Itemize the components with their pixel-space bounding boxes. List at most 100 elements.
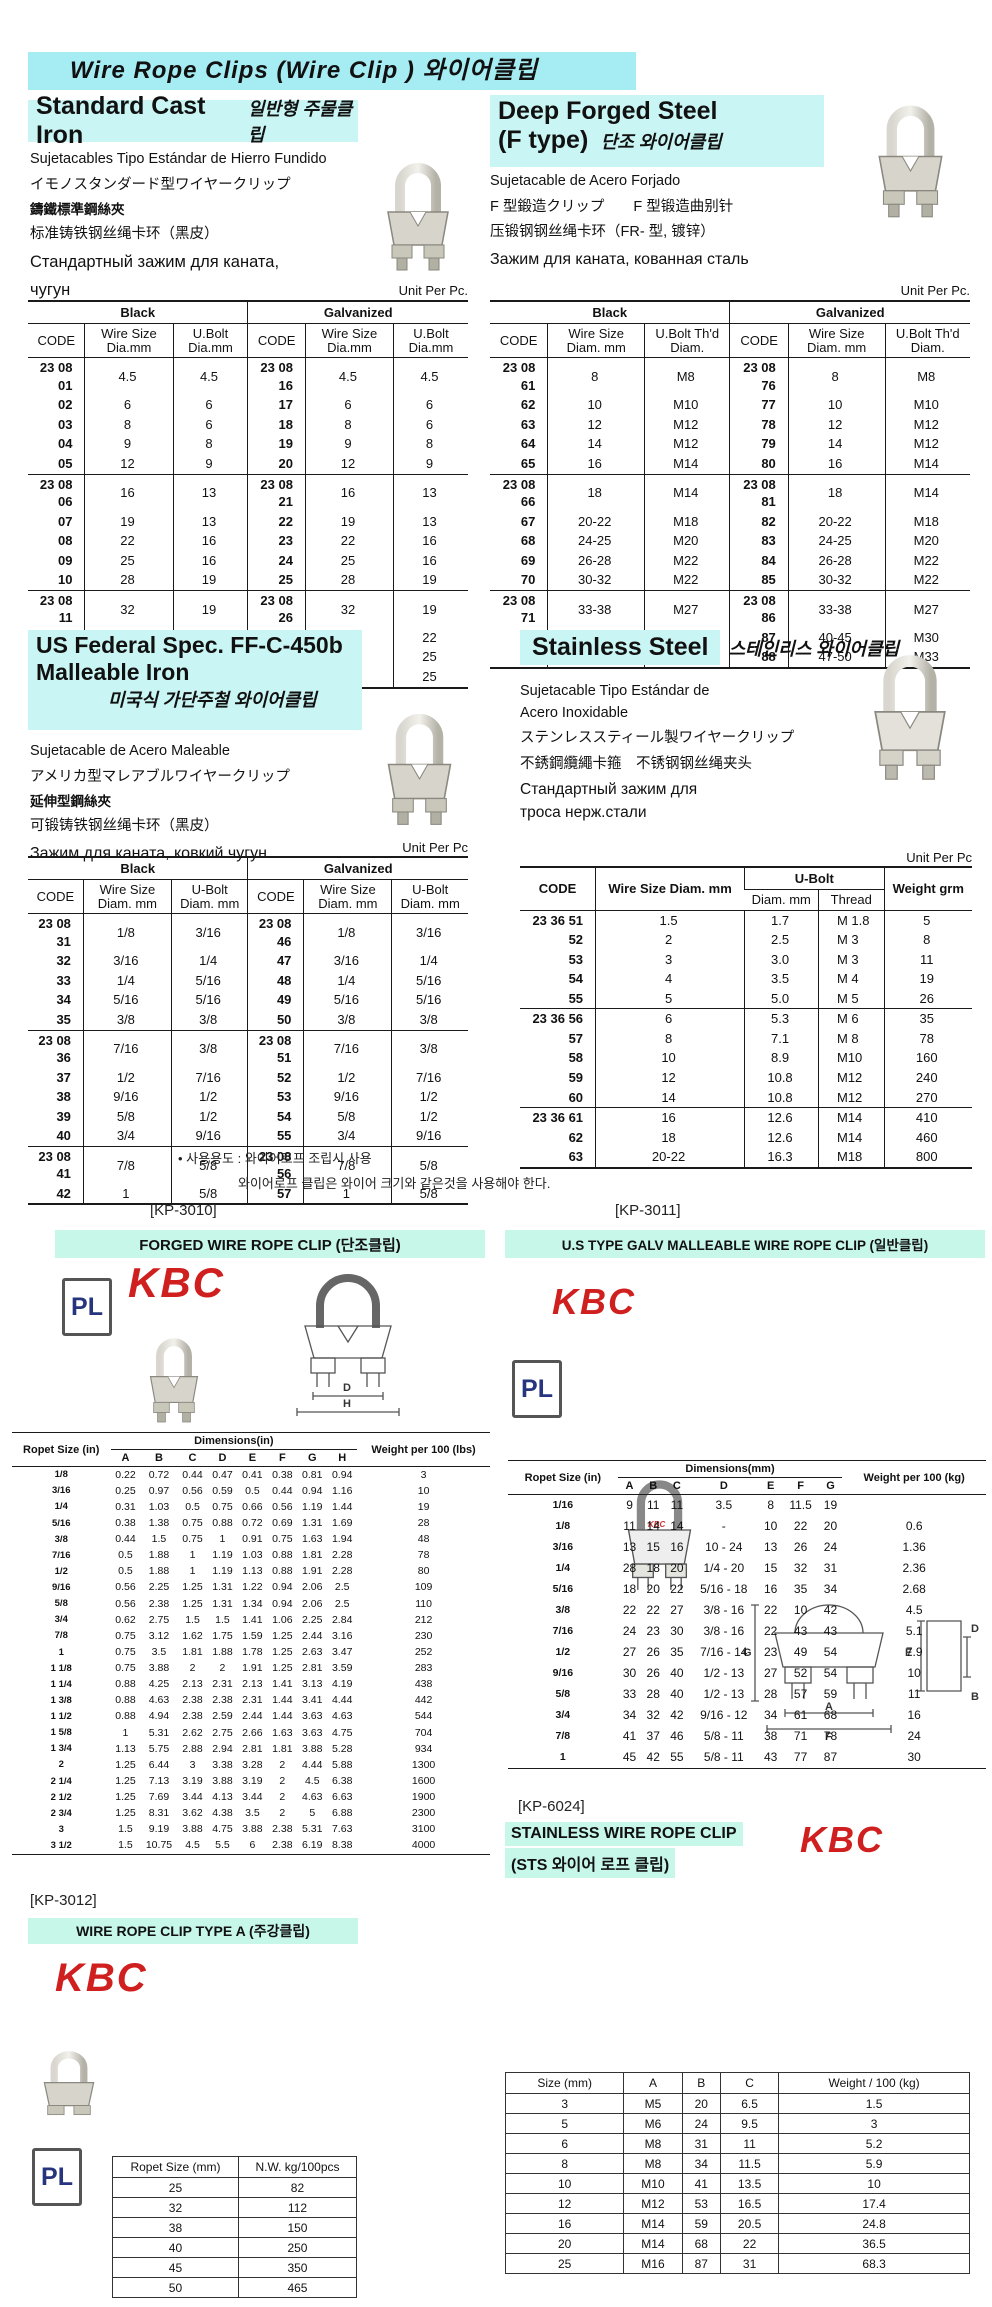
cell: 3	[189, 1758, 196, 1771]
cell: 3.5	[151, 1645, 167, 1658]
cell: 20-22	[787, 511, 886, 532]
table-row: 1/16 9 11 11 3.5 8 11.5 19	[508, 1495, 986, 1517]
cell: 9	[172, 454, 248, 475]
cell: 1.94	[331, 1533, 353, 1545]
cell: 10	[595, 1048, 745, 1069]
cell: 20.5	[719, 2213, 780, 2234]
cell: 23 08 41	[38, 1148, 71, 1182]
cell: 16	[84, 474, 173, 512]
table-kp3011-dimensions: Ropet Size (in) Dimensions(mm) Weight per …	[508, 1460, 986, 1769]
cell: 38	[764, 1729, 778, 1743]
cell: 23 08 61	[502, 360, 536, 393]
cell: 34	[681, 2153, 721, 2174]
cell: 0.31	[115, 1500, 136, 1513]
cell: 27	[764, 1666, 778, 1680]
cell: 10 - 24	[705, 1540, 743, 1554]
table-row: 2 1/2 1.25 7.69 3.44 4.13 3.44 2 4.63 6.63 1900	[12, 1790, 490, 1806]
table-row: 23 08 66 18 M14 23 08 81 18 M14	[490, 474, 970, 512]
column-header: Galvanized	[729, 301, 970, 324]
cell: 2.28	[331, 1549, 353, 1562]
cell: 59	[568, 1070, 584, 1086]
wire-clip-photo-graphic	[43, 2051, 95, 2116]
cell: M22	[884, 550, 970, 571]
table-row: 23 36 56 6 5.3 M 6 35	[520, 1008, 972, 1029]
cell: 9/16	[552, 1666, 574, 1679]
cell: 1.88	[148, 1565, 170, 1578]
desc-line: троса нерж.стали	[520, 804, 647, 822]
column-header: Dimensions(in)	[110, 1432, 358, 1450]
column-header: Ropet Size (mm)	[112, 2156, 239, 2178]
cell: 1.5	[118, 1823, 133, 1836]
cell: 7/8	[555, 1729, 571, 1742]
cell: 1.69	[331, 1516, 353, 1529]
table-row: 9/16 0.56 2.25 1.25 1.31 1.22 0.94 2.06 2.5 109	[12, 1580, 490, 1596]
table-row: 7/16 24 23 30 3/8 - 16 22 43 43 5.1	[508, 1621, 986, 1642]
cell: 53	[681, 2193, 721, 2214]
cell: 23 08 86	[729, 590, 789, 628]
cell: 1	[189, 1565, 196, 1578]
cell: 0.94	[272, 1597, 293, 1610]
cell: 5	[883, 910, 972, 931]
cell: 5.5	[215, 1839, 230, 1852]
cell: 8.9	[744, 1048, 819, 1069]
cell: 1.25	[182, 1581, 203, 1594]
table-row: 3 1/2 1.5 10.75 4.5 5.5 6 2.38 6.19 8.38 4000	[12, 1838, 490, 1855]
clip-drawing-kp3011: KBC	[612, 1458, 707, 1603]
cell: 1.44	[272, 1694, 293, 1707]
cell: 14	[595, 1087, 745, 1108]
cell: 87	[729, 627, 789, 648]
cell: 23 08 66	[502, 476, 536, 510]
cell: 5/8	[170, 1183, 248, 1205]
column-header: D	[688, 1477, 759, 1495]
column-header: U-Bolt Diam. mm	[391, 879, 468, 915]
cell: M18	[884, 511, 970, 532]
cell: 11.5	[789, 1498, 812, 1512]
cell: 2.88	[182, 1742, 203, 1755]
cell: 3/8	[170, 1030, 248, 1068]
cell: 4.63	[302, 1791, 323, 1803]
cell: 19	[823, 1498, 838, 1512]
cell: 1/4	[54, 1501, 68, 1513]
cell: 3/16	[391, 913, 468, 952]
column-header: U-Bolt	[744, 867, 885, 890]
table-row: 1 3/8 0.88 4.63 2.38 2.38 2.31 1.44 3.41 4.44 442	[12, 1693, 490, 1709]
table-row: 23 08 01 4.5 4.5 23 08 16 4.5 4.5	[28, 357, 468, 396]
cell: 5.28	[331, 1742, 353, 1755]
column-header: B	[681, 2072, 721, 2094]
cell: 26	[646, 1666, 660, 1680]
cell: 0.44	[115, 1533, 136, 1545]
cell: 8	[767, 1498, 775, 1512]
column-header: C	[177, 1449, 208, 1467]
cell: 3.63	[302, 1726, 323, 1739]
cell: M8	[884, 357, 970, 396]
cell: 27	[670, 1603, 684, 1617]
cell: 465	[237, 2277, 358, 2298]
cell: 30	[622, 1666, 637, 1680]
cell: 77	[729, 395, 789, 415]
cell: 9/16	[82, 1087, 172, 1107]
cell: 109	[414, 1581, 433, 1594]
cell: 3/8	[54, 1533, 68, 1545]
cell: M10	[884, 395, 970, 415]
cell: 0.56	[115, 1597, 136, 1610]
cell: 17.4	[778, 2193, 970, 2214]
cell: 25	[504, 2253, 625, 2274]
cell: 0.38	[272, 1468, 293, 1481]
cell: 3/8	[170, 1010, 248, 1031]
product-photo-stainless-clip	[856, 640, 964, 790]
cell: 3	[595, 949, 745, 970]
cell: 544	[414, 1710, 433, 1723]
cell: 34	[823, 1582, 838, 1596]
table-row: 1/8 11 14 14 - 10 22 20 0.6	[508, 1516, 986, 1537]
cell: 1/8	[303, 913, 392, 952]
table-row: 03 8 6 18 8 6	[28, 414, 468, 435]
table-row: 5/8 0.56 2.38 1.25 1.31 1.34 0.94 2.06 2.5 110	[12, 1596, 490, 1612]
cell: 9/16 - 12	[700, 1708, 748, 1722]
cell: 23 08 56	[247, 1146, 304, 1184]
cell: 36.5	[778, 2233, 970, 2254]
cell: 20	[681, 2093, 721, 2114]
cell: 4.44	[331, 1694, 353, 1707]
cell: 9/16	[303, 1087, 392, 1107]
cell: 54	[823, 1645, 838, 1659]
cell: 1/2 - 13	[703, 1666, 745, 1680]
